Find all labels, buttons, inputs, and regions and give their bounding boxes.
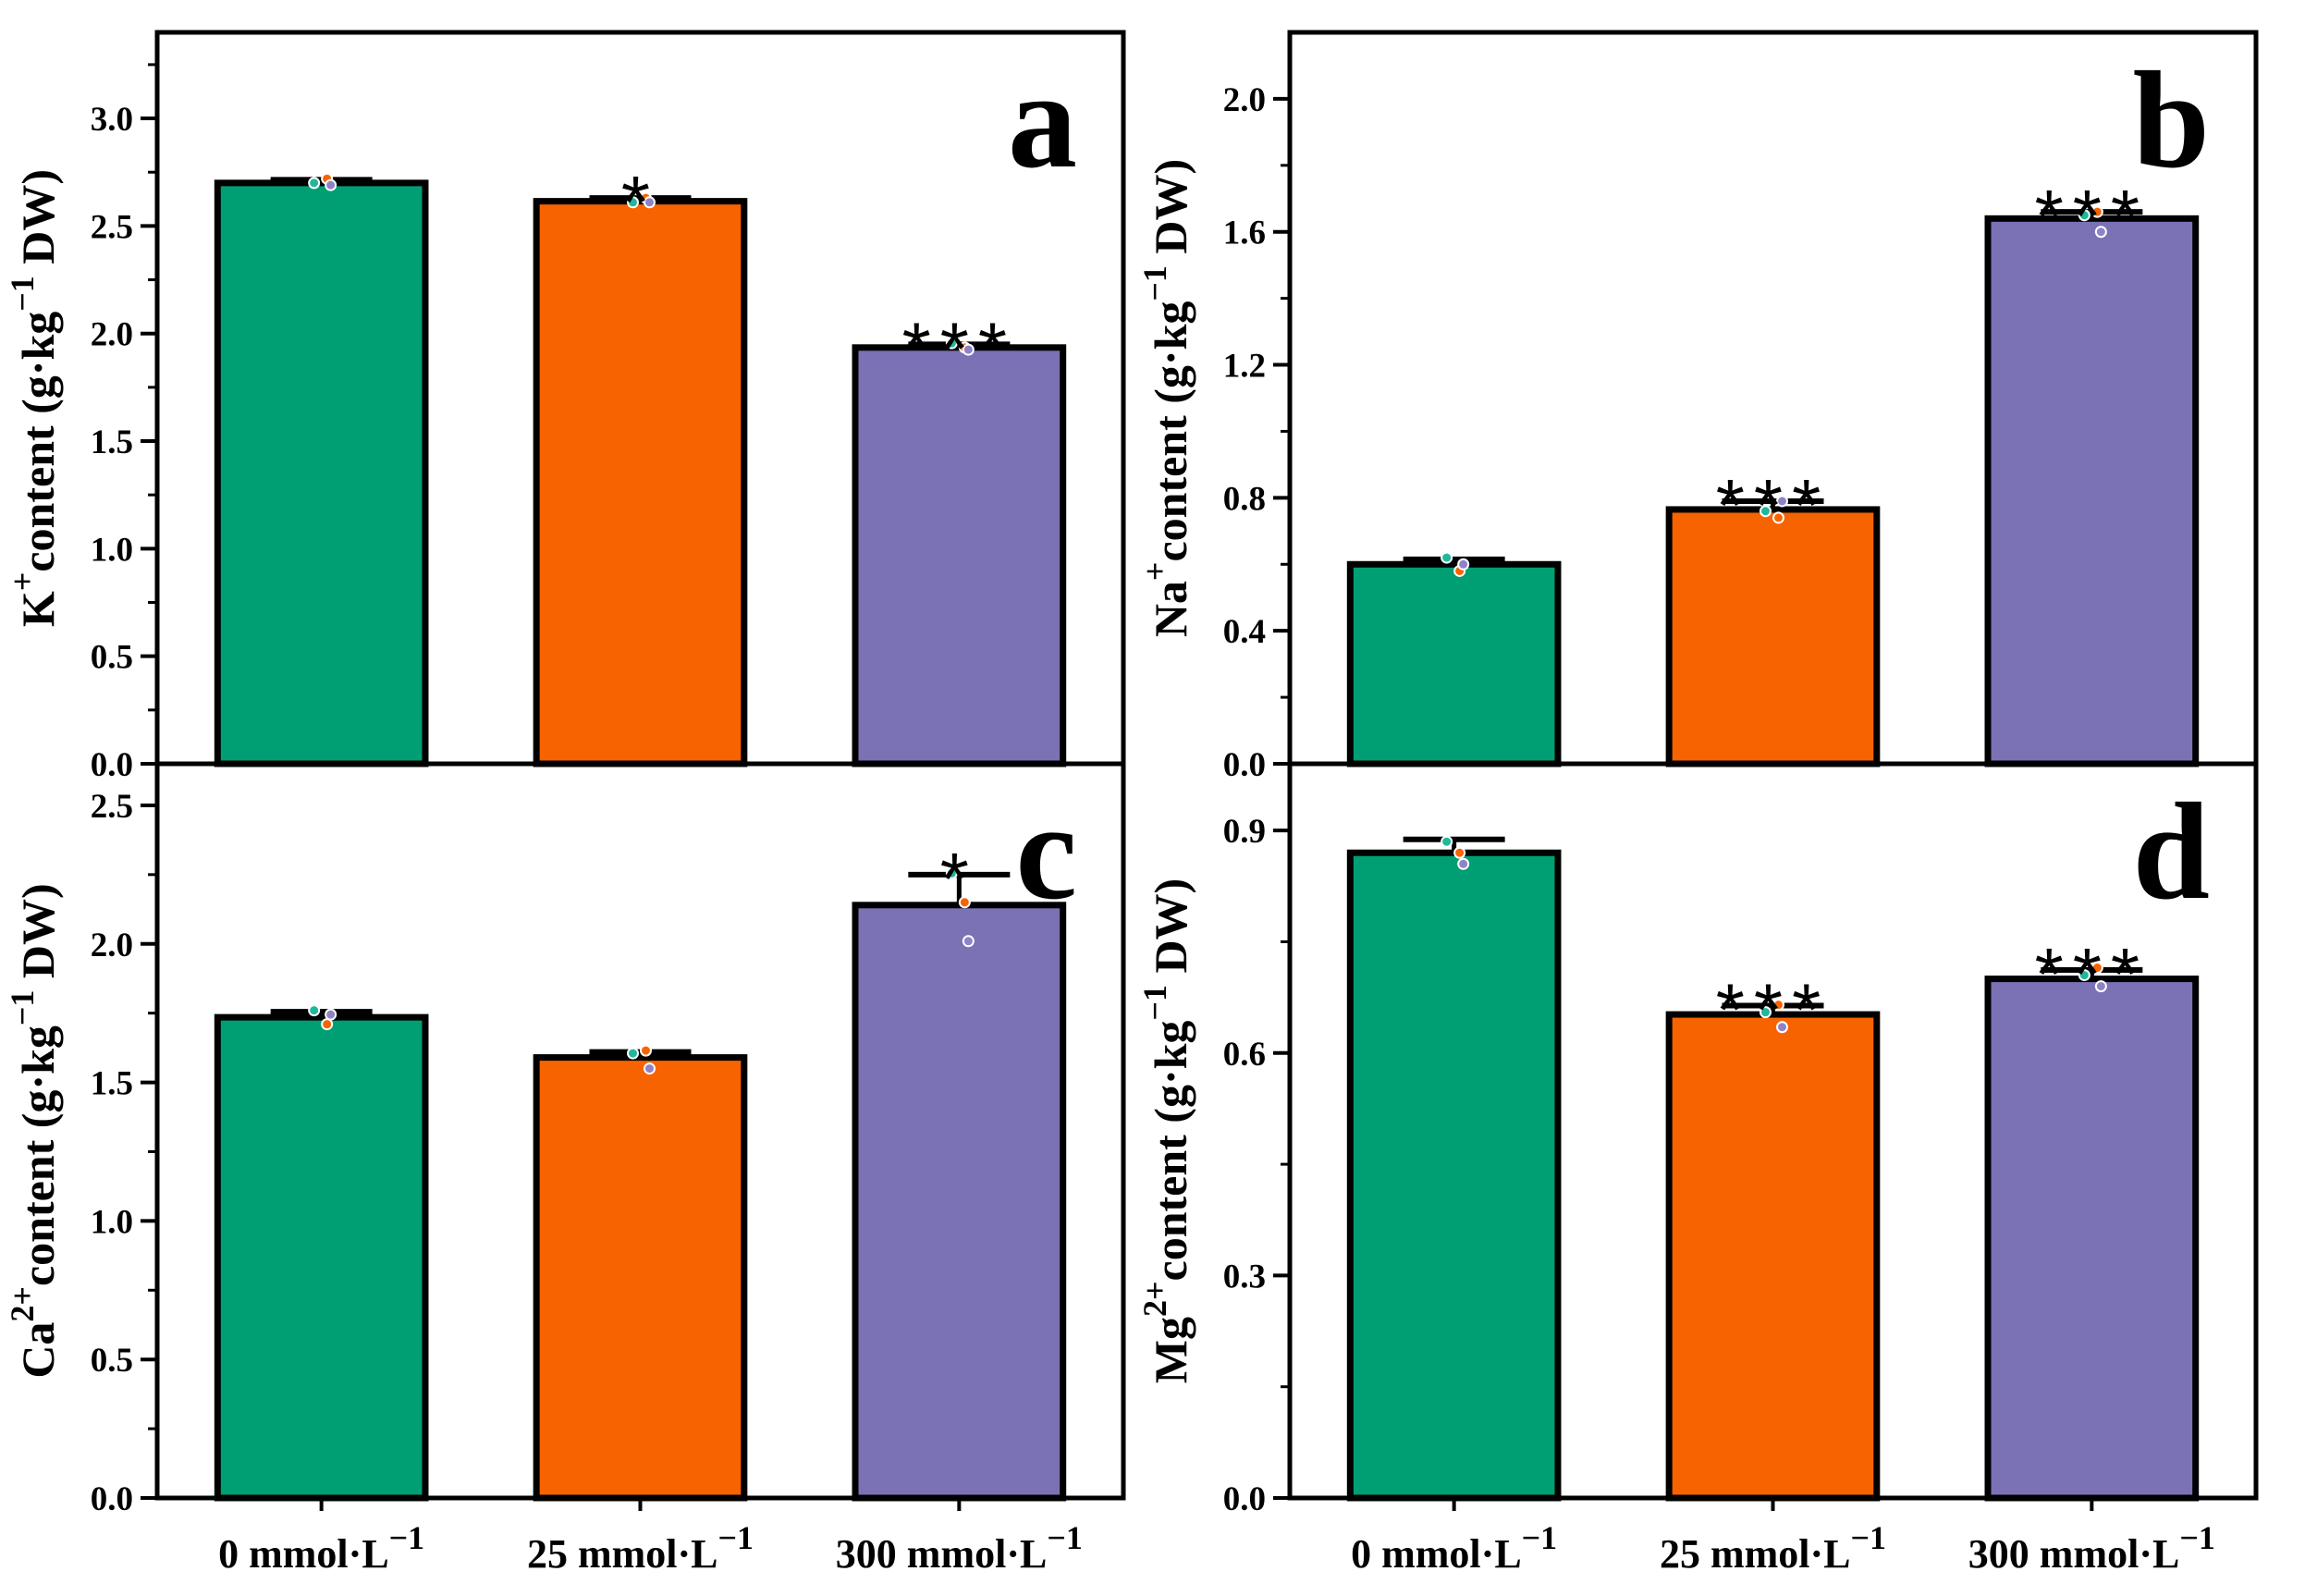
bar xyxy=(1984,215,2200,767)
panel-letter: c xyxy=(1015,775,1077,928)
panel-a: ****0.00.51.01.52.02.53.0 aK+content (g·k… xyxy=(4,30,1126,784)
data-point xyxy=(325,1008,337,1021)
bar xyxy=(214,1013,429,1502)
data-point xyxy=(321,1018,334,1031)
significance-label: *** xyxy=(1716,464,1830,546)
x-tick-label: 25 mmol·L−1 xyxy=(527,1519,754,1577)
y-tick-label: 0.6 xyxy=(1223,1036,1266,1074)
data-point xyxy=(2090,205,2103,218)
data-point xyxy=(627,1047,639,1060)
y-tick-label: 1.6 xyxy=(1223,215,1266,252)
x-tick-label: 300 mmol·L−1 xyxy=(836,1519,1083,1577)
significance-label: * xyxy=(940,838,978,920)
data-point xyxy=(958,896,971,909)
data-point xyxy=(325,178,337,191)
data-point xyxy=(640,1044,652,1057)
data-point xyxy=(2090,962,2103,975)
plot-frame xyxy=(154,761,1126,1501)
bar xyxy=(214,179,429,767)
y-tick-label: 0.5 xyxy=(91,639,133,677)
data-point xyxy=(1441,551,1453,564)
y-tick-label: 2.0 xyxy=(91,316,133,354)
bar xyxy=(852,344,1067,767)
data-point xyxy=(1776,495,1788,508)
panel-letter: b xyxy=(2133,43,2210,197)
y-tick-label: 0.0 xyxy=(91,746,133,784)
data-point xyxy=(1441,835,1453,848)
y-axis-label: Ca2+content (g·kg−1 DW) xyxy=(4,883,64,1378)
bar xyxy=(852,902,1067,1502)
bar xyxy=(1346,560,1562,767)
panel-letter: d xyxy=(2133,775,2210,928)
bar xyxy=(1665,506,1881,767)
y-axis-label: Na+content (g·kg−1 DW) xyxy=(1136,159,1196,637)
bar xyxy=(1346,849,1562,1502)
data-point xyxy=(962,343,975,356)
data-point xyxy=(644,1062,656,1075)
data-point xyxy=(308,177,321,190)
y-tick-label: 0.4 xyxy=(1223,613,1266,651)
y-tick-label: 2.5 xyxy=(91,208,133,246)
y-tick-label: 0.5 xyxy=(91,1342,133,1380)
data-point xyxy=(2078,969,2090,982)
data-point xyxy=(1772,999,1784,1012)
bar xyxy=(1665,1011,1881,1502)
data-point xyxy=(1776,1021,1788,1034)
y-tick-label: 2.0 xyxy=(91,927,133,964)
y-tick-label: 1.5 xyxy=(91,424,133,461)
data-point xyxy=(2078,209,2090,222)
y-tick-label: 2.5 xyxy=(91,788,133,826)
significance-label: *** xyxy=(2035,933,2149,1015)
panel-c: * 0.0 0.5 1.0 1.5 2.0 2.5 0 mmol·L−1 25 mmol·L−1… xyxy=(4,761,1126,1577)
data-point xyxy=(1759,505,1772,518)
y-tick-label: 0.3 xyxy=(1223,1258,1266,1295)
x-tick-label: 300 mmol·L−1 xyxy=(1968,1519,2215,1577)
bar xyxy=(533,198,748,767)
x-tick-label: 25 mmol·L−1 xyxy=(1660,1519,1886,1577)
data-point xyxy=(308,1004,321,1017)
y-tick-label: 0.0 xyxy=(1223,1480,1266,1518)
y-axis-label: K+content (g·kg−1 DW) xyxy=(4,169,64,627)
x-tick-label: 0 mmol·L−1 xyxy=(1351,1519,1557,1577)
data-point xyxy=(1457,558,1470,571)
y-tick-label: 0.8 xyxy=(1223,480,1266,518)
data-point xyxy=(1759,1006,1772,1019)
y-tick-label: 0.0 xyxy=(91,1480,133,1518)
bar xyxy=(533,1054,748,1502)
data-point xyxy=(1457,857,1470,870)
data-point xyxy=(945,337,958,350)
panel-b: *** *** 0.0 0.4 0.8 1.2 1.6 2.0 b Na+content (g·k… xyxy=(1136,30,2259,784)
plot-frame xyxy=(1287,761,2259,1501)
data-point xyxy=(1772,511,1784,524)
significance-label: * xyxy=(621,161,659,243)
data-point xyxy=(627,196,639,209)
y-tick-label: 0.0 xyxy=(1223,746,1266,784)
panel-d: *** *** 0.0 0.3 0.6 0.9 0 mmol·L−1 25 mmol·L−1 3… xyxy=(1136,761,2259,1577)
significance-label: *** xyxy=(1716,968,1830,1050)
y-tick-label: 1.2 xyxy=(1223,348,1266,386)
data-point xyxy=(2094,980,2107,993)
y-tick-label: 1.0 xyxy=(91,1203,133,1241)
data-point xyxy=(1453,846,1466,859)
y-tick-label: 0.9 xyxy=(1223,813,1266,851)
data-point xyxy=(644,196,656,209)
data-point xyxy=(945,866,958,879)
data-point xyxy=(2094,226,2107,239)
y-axis-label: Mg2+content (g·kg−1 DW) xyxy=(1136,878,1196,1383)
y-tick-label: 2.0 xyxy=(1223,81,1266,119)
significance-label: *** xyxy=(902,307,1016,389)
y-tick-label: 3.0 xyxy=(91,101,133,139)
y-tick-label: 1.5 xyxy=(91,1065,133,1103)
bar xyxy=(1984,976,2200,1502)
panel-letter: a xyxy=(1008,43,1077,197)
y-tick-label: 1.0 xyxy=(91,531,133,569)
significance-label: *** xyxy=(2035,175,2149,257)
x-tick-label: 0 mmol·L−1 xyxy=(218,1519,424,1577)
data-point xyxy=(962,935,975,948)
